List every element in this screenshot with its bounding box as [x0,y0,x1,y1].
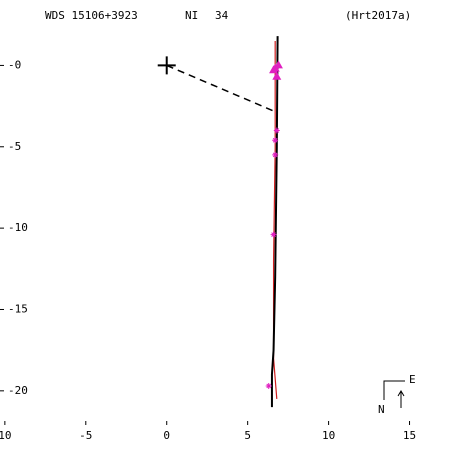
x-tick-label: -5 [79,429,92,442]
y-tick-label: -20 [8,384,28,397]
y-tick-label: -0 [8,58,21,71]
x-tick-label: 5 [244,429,251,442]
observation-star [273,127,280,134]
observation-star [270,231,277,238]
observation-triangle [272,71,282,80]
reference: (Hrt2017a) [345,9,411,22]
compass [383,380,405,400]
observation-star [265,382,272,389]
observation-star [272,137,279,144]
compass-arrow-head [397,390,405,397]
x-tick-label: 10 [0,429,11,442]
y-tick-label: -15 [8,302,28,315]
observation-triangle [270,63,280,72]
number: 34 [215,9,229,22]
y-tick-label: -5 [8,140,21,153]
x-tick-label: 15 [403,429,416,442]
compass-east: E [409,373,416,386]
x-tick-label: 0 [163,429,170,442]
node-line [166,64,274,112]
chart-title: WDS 15106+3923 [45,9,138,22]
discoverer: NI [185,9,198,22]
fit-line [272,41,278,400]
x-tick-label: 10 [322,429,335,442]
observation-star [272,151,279,158]
y-tick-label: -10 [8,221,28,234]
primary-star [157,56,176,75]
compass-north: N [378,403,385,416]
